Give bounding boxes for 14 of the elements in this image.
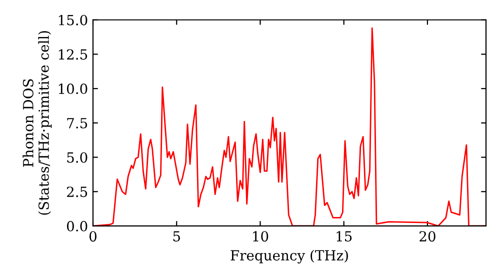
y-tick-label: 10.0 <box>58 84 88 94</box>
x-tick-label: 15 <box>336 231 352 242</box>
y-tick-label: 15.0 <box>58 14 88 26</box>
x-tick-label: 5 <box>173 231 180 242</box>
y-tick-label: 2.5 <box>66 186 88 198</box>
y-tick-label: 5.0 <box>67 152 88 163</box>
x-tick-label: 20 <box>420 231 436 242</box>
y-axis-title: Phonon DOS (States/THz·primitive cell) <box>22 31 52 215</box>
y-tick-label: 0.0 <box>66 220 88 232</box>
x-tick-label: 10 <box>253 231 268 242</box>
x-axis-title: Frequency (THz) <box>230 250 348 264</box>
x-tick-label: 0 <box>89 231 96 242</box>
y-tick-label: 12.5 <box>58 49 88 60</box>
y-tick-label: 7.5 <box>67 118 88 128</box>
